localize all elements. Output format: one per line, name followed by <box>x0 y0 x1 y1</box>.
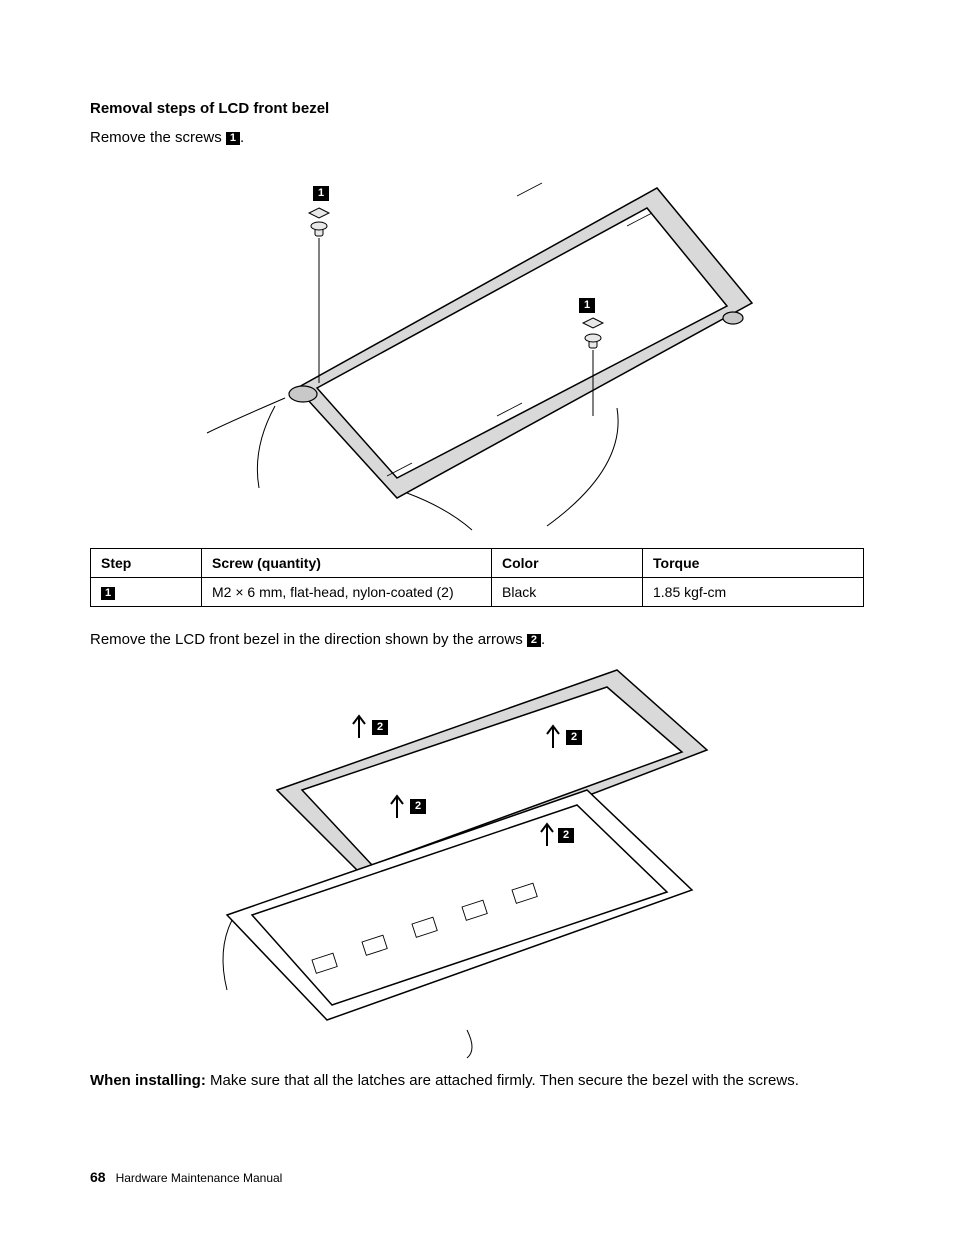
table-header-row: Step Screw (quantity) Color Torque <box>91 549 864 578</box>
page-footer: 68 Hardware Maintenance Manual <box>90 1169 282 1185</box>
intro-text-before: Remove the screws <box>90 129 226 146</box>
mid-line: Remove the LCD front bezel in the direct… <box>90 629 864 650</box>
th-torque: Torque <box>643 549 864 578</box>
th-screw: Screw (quantity) <box>202 549 492 578</box>
callout-2-inline: 2 <box>527 634 541 647</box>
diagram-2: 2 2 2 2 <box>197 660 757 1060</box>
diagram2-callout-1: 2 <box>566 730 582 745</box>
diagram-1: 1 1 <box>197 158 757 538</box>
td-screw: M2 × 6 mm, flat-head, nylon-coated (2) <box>202 578 492 607</box>
td-step: 1 <box>91 578 202 607</box>
diagram2-callout-2: 2 <box>410 799 426 814</box>
mid-text-after: . <box>541 631 545 648</box>
th-step: Step <box>91 549 202 578</box>
install-text: Make sure that all the latches are attac… <box>206 1072 799 1089</box>
table-row: 1 M2 × 6 mm, flat-head, nylon-coated (2)… <box>91 578 864 607</box>
th-color: Color <box>492 549 643 578</box>
diagram2-callout-0: 2 <box>372 720 388 735</box>
callout-1-inline: 1 <box>226 132 240 145</box>
intro-text-after: . <box>240 129 244 146</box>
diagram-2-svg <box>197 660 757 1060</box>
diagram-1-svg <box>197 158 757 538</box>
footer-title: Hardware Maintenance Manual <box>116 1171 283 1185</box>
diagram1-callout-1: 1 <box>579 298 595 313</box>
diagram1-callout-0: 1 <box>313 186 329 201</box>
page-container: Removal steps of LCD front bezel Remove … <box>0 0 954 1235</box>
install-note: When installing: Make sure that all the … <box>90 1070 864 1091</box>
step-callout: 1 <box>101 587 115 600</box>
td-torque: 1.85 kgf-cm <box>643 578 864 607</box>
mid-text-before: Remove the LCD front bezel in the direct… <box>90 631 527 648</box>
screw-table: Step Screw (quantity) Color Torque 1 M2 … <box>90 548 864 607</box>
page-number: 68 <box>90 1169 106 1185</box>
section-heading: Removal steps of LCD front bezel <box>90 100 864 117</box>
intro-line: Remove the screws 1. <box>90 127 864 148</box>
diagram2-callout-3: 2 <box>558 828 574 843</box>
td-color: Black <box>492 578 643 607</box>
install-label: When installing: <box>90 1072 206 1089</box>
